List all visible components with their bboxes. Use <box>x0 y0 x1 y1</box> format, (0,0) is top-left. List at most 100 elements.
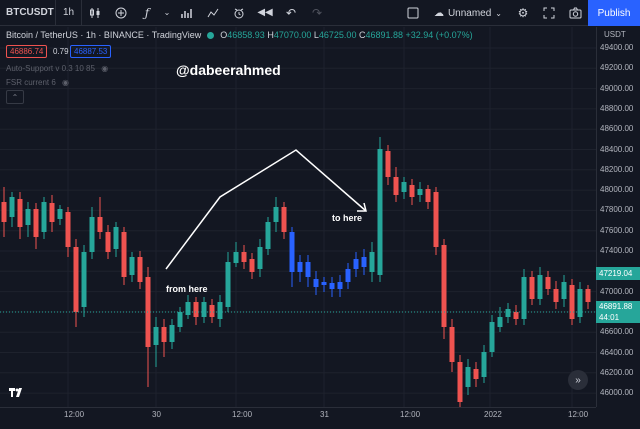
candle-body <box>401 182 407 192</box>
from-here-label: from here <box>166 284 208 294</box>
double-chevron-right-icon: » <box>575 374 581 386</box>
candle-body <box>345 269 351 282</box>
candlestick-chart[interactable] <box>0 27 596 407</box>
fullscreen-icon[interactable] <box>536 0 562 26</box>
candle-body <box>513 312 519 319</box>
last-price-value: 46891.88 <box>599 302 633 311</box>
candle-body <box>353 259 359 269</box>
time-axis-label: 12:00 <box>400 410 421 419</box>
annotation-arrowhead <box>357 202 367 212</box>
compare-icon[interactable] <box>174 0 200 26</box>
symbol-search-button[interactable]: BTCUSDT <box>0 0 56 26</box>
candle-body <box>41 202 47 232</box>
candle-body <box>337 282 343 289</box>
layout-name-button[interactable]: ☁ Unnamed ⌄ <box>426 8 510 19</box>
candle-body <box>273 207 279 222</box>
candle-body <box>89 217 95 252</box>
candle-body <box>481 352 487 377</box>
buy-price-button[interactable]: 46887.53 <box>70 45 112 58</box>
watermark-text: @dabeerahmed <box>176 62 281 78</box>
to-here-label: to here <box>332 213 363 223</box>
candle-body <box>409 185 415 197</box>
candle-body <box>217 302 223 319</box>
interval-button[interactable]: 1h <box>56 0 82 26</box>
candle-body <box>201 302 207 317</box>
settings-gear-icon[interactable]: ⚙ <box>517 6 529 20</box>
indicator-auto-support[interactable]: Auto-Support v 0.3 10 85 ◉ <box>6 64 109 73</box>
spread-value: 0.79 <box>53 47 69 56</box>
candle-body <box>561 282 567 299</box>
time-axis-label: 12:00 <box>232 410 253 419</box>
cloud-icon: ☁ <box>433 7 444 19</box>
indicator-fsr[interactable]: FSR current 6 ◉ <box>6 78 70 87</box>
price-axis-label: 48600.00 <box>600 124 634 134</box>
chevron-up-icon: ⌃ <box>11 92 19 102</box>
candle-body <box>385 151 391 177</box>
price-axis-label: 49200.00 <box>600 63 634 73</box>
fullscreen-layout-icon[interactable] <box>400 0 426 26</box>
candle-body <box>585 289 591 302</box>
candle-body <box>97 217 103 232</box>
candle-body <box>281 207 287 232</box>
candle-body <box>129 257 135 275</box>
camera-icon[interactable] <box>562 0 588 26</box>
market-status-icon <box>207 31 215 39</box>
candle-body <box>361 257 367 267</box>
redo-icon[interactable]: ↷ <box>311 5 323 20</box>
undo-icon[interactable]: ↶ <box>285 5 297 20</box>
eye-icon[interactable]: ◉ <box>101 64 109 73</box>
candle-body <box>321 282 327 285</box>
change-value: +32.94 (+0.07%) <box>405 30 473 40</box>
candle-body <box>209 305 215 317</box>
candles-icon[interactable] <box>82 0 108 26</box>
candle-body <box>289 232 295 272</box>
candle-body <box>17 199 23 227</box>
replay-icon[interactable]: ◀◀ <box>257 7 273 18</box>
candle-body <box>161 327 167 342</box>
price-axis-label: 48000.00 <box>600 185 634 195</box>
candle-body <box>441 245 447 327</box>
publish-button[interactable]: Publish <box>588 0 640 26</box>
current-price-tag: 47219.04 <box>596 267 640 280</box>
open-value: 46858.93 <box>227 30 265 40</box>
add-icon[interactable] <box>108 0 134 26</box>
candle-body <box>433 192 439 247</box>
scroll-to-realtime-button[interactable]: » <box>568 370 588 390</box>
price-axis-label: 46000.00 <box>600 388 634 398</box>
price-axis-label: 47600.00 <box>600 225 634 235</box>
price-axis-label: 47400.00 <box>600 246 634 255</box>
indicators-icon[interactable]: ƒ <box>144 5 150 20</box>
candle-body <box>9 197 15 217</box>
price-axis-label: 49400.00 <box>600 43 634 52</box>
candle-body <box>193 302 199 317</box>
candle-body <box>537 275 543 299</box>
time-axis-label: 30 <box>152 410 161 419</box>
price-axis-label: 47000.00 <box>600 286 634 296</box>
candle-body <box>49 203 55 222</box>
price-axis-label: 46200.00 <box>600 367 634 377</box>
time-axis-label: 31 <box>320 410 329 419</box>
candle-body <box>473 369 479 379</box>
candle-body <box>505 309 511 317</box>
chart-legend: Bitcoin / TetherUS · 1h · BINANCE · Trad… <box>6 30 473 40</box>
candle-body <box>577 289 583 317</box>
candle-body <box>305 262 311 277</box>
chart-type-icon[interactable] <box>200 0 226 26</box>
sell-price-button[interactable]: 46886.74 <box>6 45 48 58</box>
time-axis-label: 2022 <box>484 410 502 419</box>
price-axis[interactable] <box>596 27 640 407</box>
time-axis[interactable] <box>0 407 596 429</box>
candle-body <box>177 312 183 327</box>
candle-body <box>105 232 111 252</box>
alert-icon[interactable] <box>226 0 252 26</box>
top-toolbar: BTCUSDT 1h ƒ ⌄ ◀◀ ↶ ↷ ☁ Unnamed ⌄ ⚙ Publ… <box>0 0 640 26</box>
candle-body <box>57 209 63 219</box>
candle-body <box>113 227 119 249</box>
eye-icon[interactable]: ◉ <box>62 78 70 87</box>
chevron-down-icon[interactable]: ⌄ <box>163 8 171 17</box>
collapse-legend-button[interactable]: ⌃ <box>6 90 24 104</box>
ohlc-values: O46858.93 H47070.00 L46725.00 C46891.88 … <box>220 30 473 40</box>
candle-body <box>489 322 495 352</box>
candle-body <box>33 209 39 237</box>
time-axis-label: 12:00 <box>64 410 85 419</box>
